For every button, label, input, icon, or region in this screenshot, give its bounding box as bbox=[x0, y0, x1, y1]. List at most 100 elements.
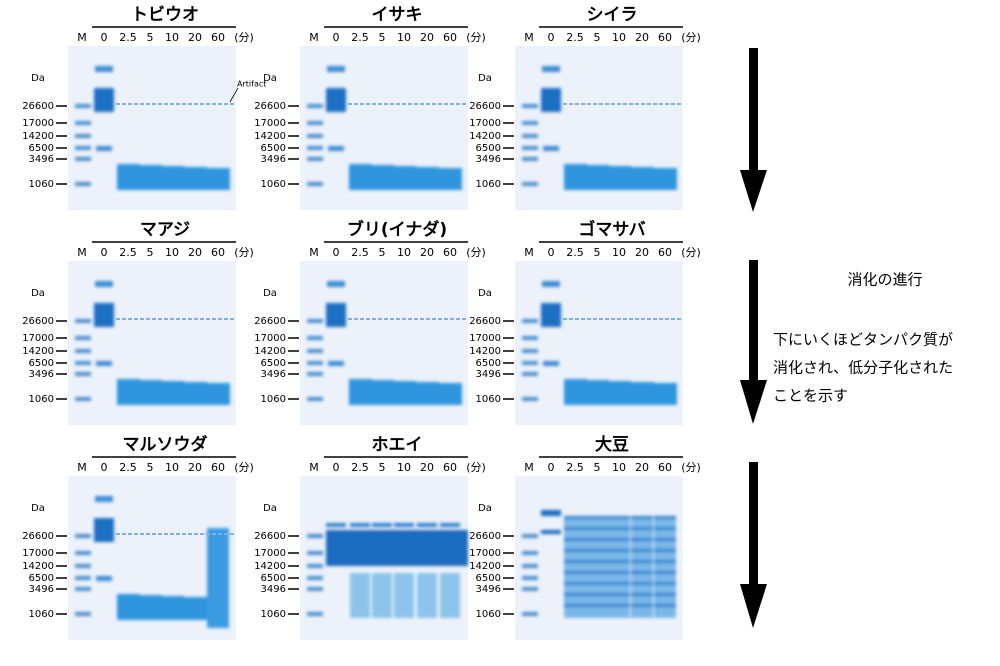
lane-label: (分) bbox=[466, 31, 486, 44]
marker-label: 3496 bbox=[476, 369, 501, 380]
marker-band bbox=[75, 319, 91, 323]
peptides bbox=[416, 167, 439, 190]
marker-label: 14200 bbox=[254, 561, 286, 572]
marker-label: 6500 bbox=[29, 573, 54, 584]
intact-protein bbox=[542, 281, 560, 287]
peptides bbox=[393, 381, 416, 405]
unit-label: Da bbox=[31, 503, 45, 514]
lane-label: (分) bbox=[466, 461, 486, 474]
intact-protein bbox=[327, 281, 345, 287]
soy-band bbox=[654, 593, 676, 596]
peptides bbox=[207, 383, 230, 405]
lane-label: 60 bbox=[211, 461, 225, 474]
lane-label: 10 bbox=[397, 461, 411, 474]
peptides bbox=[117, 379, 140, 405]
soy-band bbox=[564, 582, 586, 585]
soy-band bbox=[654, 527, 676, 530]
marker-band bbox=[75, 372, 91, 376]
legend-line: ことを示す bbox=[773, 387, 848, 405]
marker-band bbox=[522, 551, 538, 555]
soy-band bbox=[586, 560, 608, 563]
lane-label: 2.5 bbox=[351, 31, 369, 44]
lane-label: 20 bbox=[188, 461, 202, 474]
whey-band bbox=[417, 523, 437, 527]
peptides bbox=[117, 594, 140, 620]
marker-band bbox=[307, 612, 323, 616]
soy-band bbox=[631, 538, 653, 541]
gel-bands bbox=[75, 281, 230, 405]
lane-label: (分) bbox=[234, 31, 254, 44]
unit-label: Da bbox=[263, 73, 277, 84]
whey-band bbox=[440, 523, 460, 527]
lane-label: 60 bbox=[443, 461, 457, 474]
lane-label: 2.5 bbox=[566, 31, 584, 44]
soy-band bbox=[564, 571, 586, 574]
lane-label: 20 bbox=[635, 461, 649, 474]
marker-label: 6500 bbox=[261, 358, 286, 369]
panel-title: ゴマサバ bbox=[578, 219, 645, 240]
intact-protein bbox=[94, 303, 114, 327]
soy-band bbox=[564, 527, 586, 530]
marker-band bbox=[75, 361, 91, 365]
marker-label: 26600 bbox=[254, 316, 286, 327]
peptides bbox=[371, 380, 394, 405]
marker-band bbox=[307, 534, 323, 538]
gel-panel: マアジ M 0 2.5 5 10 20 60 (分) Da 26600 17000 1420065003… bbox=[22, 220, 254, 425]
lane-label: 5 bbox=[147, 461, 154, 474]
marker-label: 17000 bbox=[254, 548, 286, 559]
soy-band bbox=[564, 549, 586, 552]
soy-band bbox=[654, 604, 676, 607]
marker-label: 6500 bbox=[261, 573, 286, 584]
marker-band bbox=[522, 349, 538, 353]
marker-label: 14200 bbox=[469, 131, 501, 142]
soy-band bbox=[564, 560, 586, 563]
marker-band bbox=[307, 121, 323, 125]
marker-band bbox=[75, 587, 91, 591]
intact-protein bbox=[326, 88, 346, 112]
legend-line: 消化され、低分子化された bbox=[773, 359, 953, 377]
marker-label: 1060 bbox=[29, 394, 54, 405]
marker-label: 1060 bbox=[29, 609, 54, 620]
soy-band bbox=[631, 593, 653, 596]
marker-label: 3496 bbox=[261, 584, 286, 595]
marker-band bbox=[522, 612, 538, 616]
peptides bbox=[439, 383, 462, 405]
marker-band bbox=[75, 576, 91, 580]
soy-smear bbox=[586, 518, 608, 618]
peptides bbox=[184, 167, 207, 190]
gel-bands bbox=[522, 66, 677, 190]
marker-label: 17000 bbox=[254, 333, 286, 344]
legend-line: 下にいくほどタンパク質が bbox=[773, 331, 953, 349]
soy-band bbox=[631, 604, 653, 607]
soy-band bbox=[564, 516, 586, 519]
intact-protein bbox=[541, 303, 561, 327]
marker-band bbox=[522, 104, 538, 108]
marker-label: 17000 bbox=[22, 548, 54, 559]
soy-band bbox=[608, 571, 630, 574]
soy-smear bbox=[654, 518, 676, 618]
marker-band bbox=[307, 349, 323, 353]
gel-panel: ホエイ M 0 2.5 5 10 20 60 (分) Da 26600 17000 1420065003… bbox=[254, 435, 486, 640]
lane-label: 20 bbox=[188, 246, 202, 259]
marker-band bbox=[307, 157, 323, 161]
marker-label: 1060 bbox=[476, 609, 501, 620]
lane-label: M bbox=[309, 246, 319, 259]
lane-label: 5 bbox=[379, 461, 386, 474]
marker-band bbox=[307, 336, 323, 340]
intact-protein bbox=[96, 361, 112, 366]
intact-protein bbox=[96, 146, 112, 151]
lane-label: 10 bbox=[165, 461, 179, 474]
lane-label: 60 bbox=[211, 31, 225, 44]
marker-band bbox=[522, 134, 538, 138]
lane-label: 10 bbox=[165, 246, 179, 259]
gel-bands bbox=[522, 510, 676, 618]
marker-band bbox=[522, 361, 538, 365]
marker-label: 17000 bbox=[22, 333, 54, 344]
soy-band bbox=[608, 516, 630, 519]
lane-label: 0 bbox=[333, 246, 340, 259]
intact-protein bbox=[96, 576, 112, 581]
marker-label: 26600 bbox=[469, 531, 501, 542]
lane-label: 0 bbox=[101, 461, 108, 474]
gel-image bbox=[515, 261, 683, 425]
marker-label: 26600 bbox=[22, 316, 54, 327]
